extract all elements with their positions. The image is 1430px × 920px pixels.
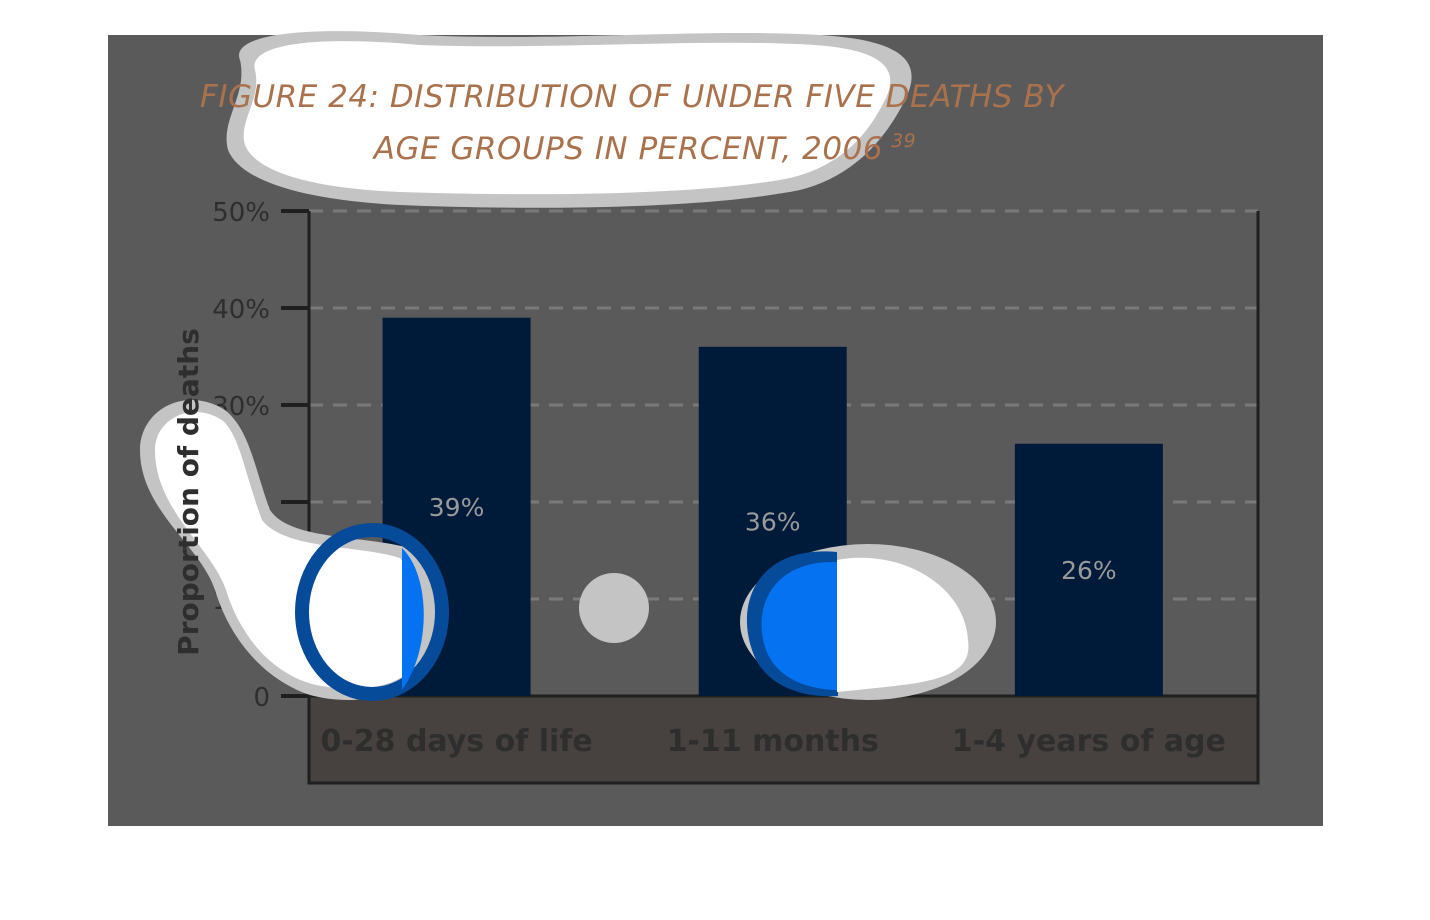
y-tick-label: 50% (212, 198, 270, 228)
chart-title: FIGURE 24: DISTRIBUTION OF UNDER FIVE DE… (200, 79, 1066, 115)
chart-subtitle: AGE GROUPS IN PERCENT, 2006 39 (372, 130, 917, 167)
title-highlight-overlay (226, 31, 912, 208)
data-label: 39% (429, 493, 485, 522)
data-label: 26% (1061, 556, 1117, 585)
y-tick-label: 40% (212, 295, 270, 325)
bar (1014, 443, 1163, 696)
chart-title-line2: AGE GROUPS IN PERCENT, 2006 (372, 131, 883, 167)
data-labels: 39% 36% 26% (429, 493, 1117, 585)
left-highlight-fill (155, 411, 418, 689)
category-labels: 0-28 days of life 1-11 months 1-4 years of… (320, 724, 1225, 759)
highlight-overlays-top (295, 523, 969, 701)
chart-title-superscript: 39 (891, 130, 916, 152)
right-white-spot (837, 557, 969, 692)
category-label: 1-4 years of age (952, 724, 1226, 759)
y-tick-label: 0 (253, 683, 270, 713)
y-axis-title: Proportion of deaths (172, 328, 205, 656)
right-blue-spot (761, 561, 837, 690)
left-blue-ring (295, 523, 449, 701)
category-label: 0-28 days of life (320, 724, 592, 759)
x-axis-band (307, 694, 1260, 785)
left-blue-spot (402, 548, 424, 690)
category-label: 1-11 months (667, 724, 879, 759)
data-label: 36% (745, 507, 801, 536)
grey-dot (579, 573, 649, 643)
